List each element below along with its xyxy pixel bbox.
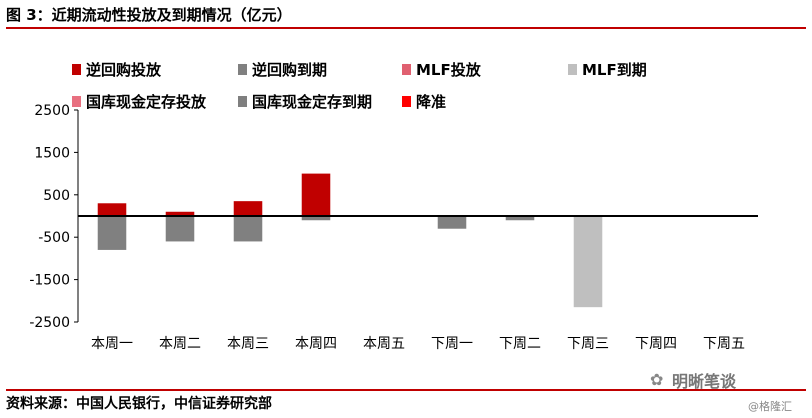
- bar: [165, 216, 195, 242]
- legend-swatch: [238, 64, 247, 75]
- legend-swatch: [72, 96, 81, 107]
- y-tick-label: -500: [38, 230, 70, 246]
- legend-label: 降准: [416, 93, 446, 111]
- title-divider: [6, 27, 806, 29]
- legend-label: MLF投放: [416, 61, 482, 79]
- legend-label: 逆回购到期: [252, 61, 327, 79]
- bar: [233, 201, 263, 216]
- y-tick-label: -1500: [29, 273, 70, 289]
- x-category-label: 下周五: [703, 336, 745, 352]
- legend-label: 逆回购投放: [86, 61, 162, 79]
- legend-label: 国库现金定存到期: [252, 93, 372, 111]
- x-category-label: 本周二: [159, 336, 201, 352]
- y-tick-label: -2500: [29, 315, 70, 331]
- legend-swatch: [238, 96, 247, 107]
- legend-swatch: [72, 64, 81, 75]
- legend-swatch: [568, 64, 577, 75]
- legend-label: MLF到期: [582, 61, 647, 79]
- bar: [505, 216, 535, 221]
- x-category-label: 本周四: [295, 336, 337, 352]
- y-tick-label: 1500: [34, 145, 70, 161]
- legend-label: 国库现金定存投放: [86, 93, 207, 111]
- brand-label: 明晰笔谈: [672, 372, 737, 391]
- legend-swatch: [402, 64, 411, 75]
- watermark: @格隆汇: [748, 400, 792, 413]
- bar: [233, 216, 263, 242]
- legend-swatch: [402, 96, 411, 107]
- bar: [573, 216, 603, 308]
- bar: [97, 216, 127, 250]
- y-tick-label: 2500: [34, 103, 70, 119]
- x-category-label: 下周三: [567, 336, 609, 352]
- bar: [437, 216, 467, 229]
- bar: [301, 216, 331, 221]
- x-category-label: 本周一: [91, 336, 133, 352]
- x-category-label: 本周五: [363, 336, 405, 352]
- bar: [97, 203, 127, 216]
- wechat-icon: ✿: [650, 370, 664, 389]
- x-category-label: 下周一: [431, 336, 473, 352]
- chart-title: 图 3：近期流动性投放及到期情况（亿元）: [6, 6, 292, 24]
- y-tick-label: 500: [43, 188, 70, 204]
- x-category-label: 下周二: [499, 336, 541, 352]
- bar: [301, 173, 331, 216]
- bar: [165, 211, 195, 216]
- source-note: 资料来源：中国人民银行，中信证券研究部: [6, 396, 272, 412]
- x-category-label: 本周三: [227, 336, 269, 352]
- footer-divider: [6, 389, 806, 391]
- x-category-label: 下周四: [635, 336, 677, 352]
